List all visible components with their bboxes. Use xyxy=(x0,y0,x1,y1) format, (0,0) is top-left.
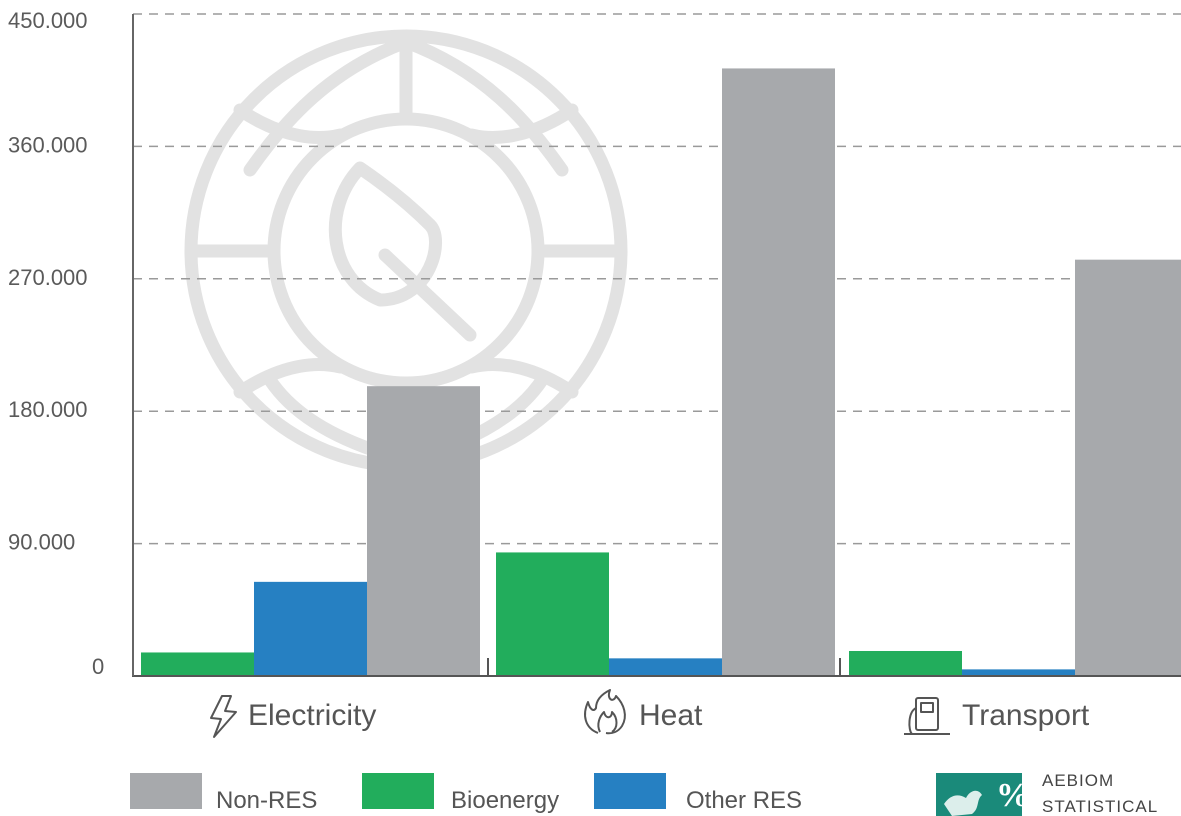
y-tick-label: 270.000 xyxy=(8,265,88,290)
logo-line-1: AEBIOM xyxy=(1042,771,1114,790)
legend-swatch-non-res xyxy=(130,773,202,809)
y-tick-label: 360.000 xyxy=(8,132,88,157)
y-tick-label: 180.000 xyxy=(8,397,88,422)
category-label-transport: Transport xyxy=(962,699,1090,732)
gridlines xyxy=(133,13,1181,545)
lightning-icon xyxy=(210,695,237,738)
category-label-heat: Heat xyxy=(639,699,703,732)
bar-other-res-transport xyxy=(962,669,1075,676)
bar-non-res-transport xyxy=(1075,259,1181,676)
bar-bioenergy-electricity xyxy=(141,652,254,676)
bar-bioenergy-transport xyxy=(849,650,962,676)
y-axis-ticks: 0 90.000 180.000 270.000 360.000 450.000 xyxy=(8,8,104,679)
bar-bioenergy-heat xyxy=(496,552,609,676)
y-tick-label: 450.000 xyxy=(8,8,88,33)
y-tick-label: 90.000 xyxy=(8,530,75,555)
logo-line-2: STATISTICAL xyxy=(1042,797,1158,816)
europe-map-percent-icon: % xyxy=(936,773,1030,816)
flame-icon xyxy=(584,689,626,735)
legend-label-bioenergy: Bioenergy xyxy=(451,787,559,814)
y-tick-label: 0 xyxy=(92,654,104,679)
legend-swatch-bioenergy xyxy=(362,773,434,809)
bar-other-res-electricity xyxy=(254,581,367,676)
bar-other-res-heat xyxy=(609,658,722,676)
legend-label-non-res: Non-RES xyxy=(216,787,317,814)
legend-swatch-other-res xyxy=(594,773,666,809)
legend-label-other-res: Other RES xyxy=(686,787,802,814)
bar-non-res-heat xyxy=(722,68,835,677)
fuel-pump-icon xyxy=(904,697,950,735)
category-label-electricity: Electricity xyxy=(248,699,376,732)
bar-non-res-electricity xyxy=(367,386,480,676)
svg-text:%: % xyxy=(996,777,1030,814)
bars xyxy=(141,68,1181,677)
